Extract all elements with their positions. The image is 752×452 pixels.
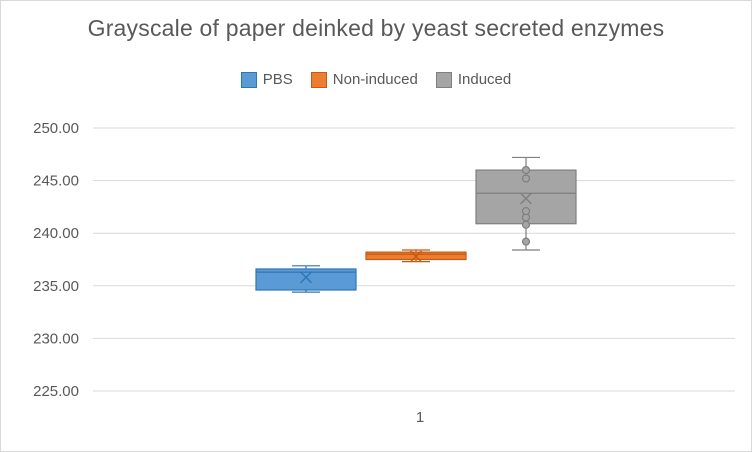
- data-point-induced: [521, 174, 531, 183]
- data-point-induced: [521, 165, 531, 175]
- mean-marker-induced: [520, 192, 532, 205]
- y-tick-label: 250.00: [33, 120, 79, 137]
- legend-item-non-induced: Non-induced: [310, 71, 418, 88]
- box-pbs: [255, 268, 357, 291]
- y-tick-label: 230.00: [33, 330, 79, 347]
- y-tick-label: 235.00: [33, 278, 79, 295]
- legend-swatch-non-induced: [310, 71, 327, 88]
- legend-item-induced: Induced: [435, 71, 512, 88]
- x-tick-label: 1: [416, 409, 424, 426]
- legend-label-pbs: PBS: [262, 71, 293, 88]
- data-point-induced: [521, 220, 531, 229]
- legend-swatch-induced: [435, 71, 452, 88]
- legend-label-non-induced: Non-induced: [332, 71, 418, 88]
- data-point-induced: [521, 207, 531, 216]
- legend-item-pbs: PBS: [240, 71, 293, 88]
- y-tick-label: 245.00: [33, 173, 79, 190]
- legend-swatch-pbs: [240, 71, 257, 88]
- y-tick-label: 240.00: [33, 225, 79, 242]
- legend-label-induced: Induced: [457, 71, 512, 88]
- chart-title: Grayscale of paper deinked by yeast secr…: [87, 15, 665, 41]
- mean-marker-pbs: [300, 271, 312, 284]
- chart-legend: PBS Non-induced Induced: [1, 71, 751, 88]
- mean-marker-non-induced: [410, 250, 422, 263]
- data-point-induced: [521, 237, 531, 246]
- y-tick-label: 225.00: [33, 383, 79, 400]
